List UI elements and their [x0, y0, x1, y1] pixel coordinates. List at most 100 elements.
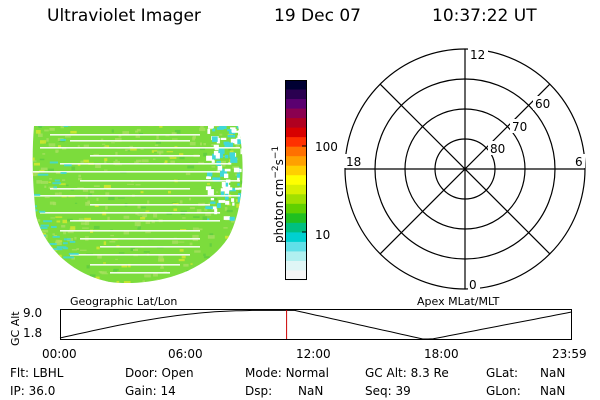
geo-speckle	[202, 275, 209, 279]
x-tick-2359: 23:59	[552, 347, 587, 361]
geo-speckle	[104, 160, 107, 163]
geo-speckle	[38, 133, 43, 137]
geo-speckle	[82, 227, 89, 229]
geo-edge-speckle	[246, 184, 253, 190]
geo-speckle	[47, 168, 54, 173]
geo-cyan-patch	[68, 252, 79, 255]
geo-speckle	[77, 163, 81, 166]
status-seq: Seq: 39	[365, 384, 411, 398]
geo-speckle	[104, 158, 108, 162]
geo-edge-speckle	[249, 188, 256, 191]
geo-edge-speckle	[211, 206, 217, 210]
geo-speckle	[159, 126, 163, 128]
geo-edge-speckle	[205, 206, 213, 210]
geo-speckle	[138, 133, 143, 135]
status-door: Door: Open	[125, 366, 194, 380]
geo-speckle	[48, 143, 56, 147]
polar-plot: 12 0 18 6 60 70 80	[344, 47, 586, 292]
geo-edge-speckle	[210, 198, 215, 201]
geo-speckle	[77, 187, 84, 189]
geo-speckle	[62, 219, 68, 224]
geo-speckle	[59, 183, 66, 185]
geo-speckle	[229, 275, 233, 277]
geo-edge-speckle	[238, 168, 242, 173]
geo-speckle	[222, 163, 226, 167]
geo-speckle	[115, 138, 122, 142]
geo-edge-speckle	[229, 152, 236, 158]
geo-cyan-patch	[33, 193, 41, 196]
geo-speckle	[174, 146, 178, 148]
geo-cyan-patch	[61, 272, 70, 275]
geo-edge-speckle	[244, 152, 251, 155]
geo-speckle	[203, 152, 208, 157]
geo-speckle	[196, 209, 202, 213]
geo-speckle	[71, 166, 76, 171]
geo-speckle	[148, 126, 154, 127]
geo-cyan-patch	[63, 126, 69, 127]
geo-speckle	[55, 241, 62, 246]
geo-speckle	[108, 196, 115, 201]
geo-speckle	[84, 221, 90, 226]
geo-edge-speckle	[238, 187, 243, 190]
geo-speckle	[204, 208, 208, 211]
geo-speckle	[151, 150, 158, 153]
geo-speckle	[231, 260, 237, 262]
geo-speckle	[61, 225, 66, 228]
geo-edge-speckle	[241, 196, 243, 200]
geo-speckle	[203, 143, 206, 146]
geo-scan-stripe	[110, 272, 170, 274]
geo-speckle	[134, 222, 141, 226]
polar-diagonal-2	[379, 83, 551, 255]
geo-edge-speckle	[214, 208, 218, 215]
geo-speckle	[39, 232, 46, 235]
colorbar-segment	[285, 89, 307, 100]
geo-speckle	[211, 284, 216, 288]
geo-speckle	[98, 124, 100, 126]
geo-cyan-patch	[43, 220, 53, 223]
geo-speckle	[88, 120, 91, 124]
geo-edge-speckle	[242, 184, 243, 188]
geo-speckle	[223, 227, 228, 229]
geo-speckle	[71, 249, 77, 251]
geo-speckle	[182, 217, 186, 219]
geo-speckle	[219, 133, 223, 136]
geo-speckle	[80, 222, 87, 225]
geo-speckle	[120, 122, 127, 125]
geo-cyan-patch	[37, 234, 47, 237]
geo-speckle	[31, 122, 33, 125]
geo-edge-speckle	[213, 177, 221, 182]
geo-edge-speckle	[220, 137, 227, 140]
colorbar-segment	[285, 99, 307, 110]
geo-speckle	[224, 279, 229, 282]
geo-speckle	[140, 148, 144, 150]
geo-speckle	[84, 217, 91, 221]
geo-speckle	[115, 258, 118, 260]
geo-speckle	[57, 122, 62, 124]
geo-speckle	[78, 177, 82, 181]
geo-speckle	[53, 235, 58, 237]
colorbar-segment	[285, 251, 307, 262]
geo-cyan-patch	[63, 264, 68, 267]
geo-speckle	[127, 150, 131, 152]
geo-speckle	[180, 229, 187, 231]
geo-speckle	[48, 186, 53, 189]
colorbar-segment	[285, 175, 307, 186]
geo-scan-stripe	[90, 155, 200, 157]
status-dsp-label: Dsp:	[245, 384, 273, 398]
geo-speckle	[116, 281, 120, 284]
geo-speckle	[135, 135, 140, 138]
geo-speckle	[228, 149, 231, 151]
geo-speckle	[160, 266, 164, 269]
geo-cyan-patch	[69, 240, 76, 243]
geo-edge-speckle	[220, 191, 224, 197]
geo-speckle	[229, 150, 234, 154]
geo-edge-speckle	[231, 198, 235, 202]
geo-speckle	[56, 263, 60, 267]
geo-speckle	[93, 185, 100, 187]
geo-speckle	[37, 225, 41, 227]
geo-scan-stripe	[40, 212, 220, 214]
geo-speckle	[189, 141, 196, 146]
geo-speckle	[70, 226, 76, 230]
geo-speckle	[181, 281, 185, 284]
geo-speckle	[78, 174, 81, 178]
